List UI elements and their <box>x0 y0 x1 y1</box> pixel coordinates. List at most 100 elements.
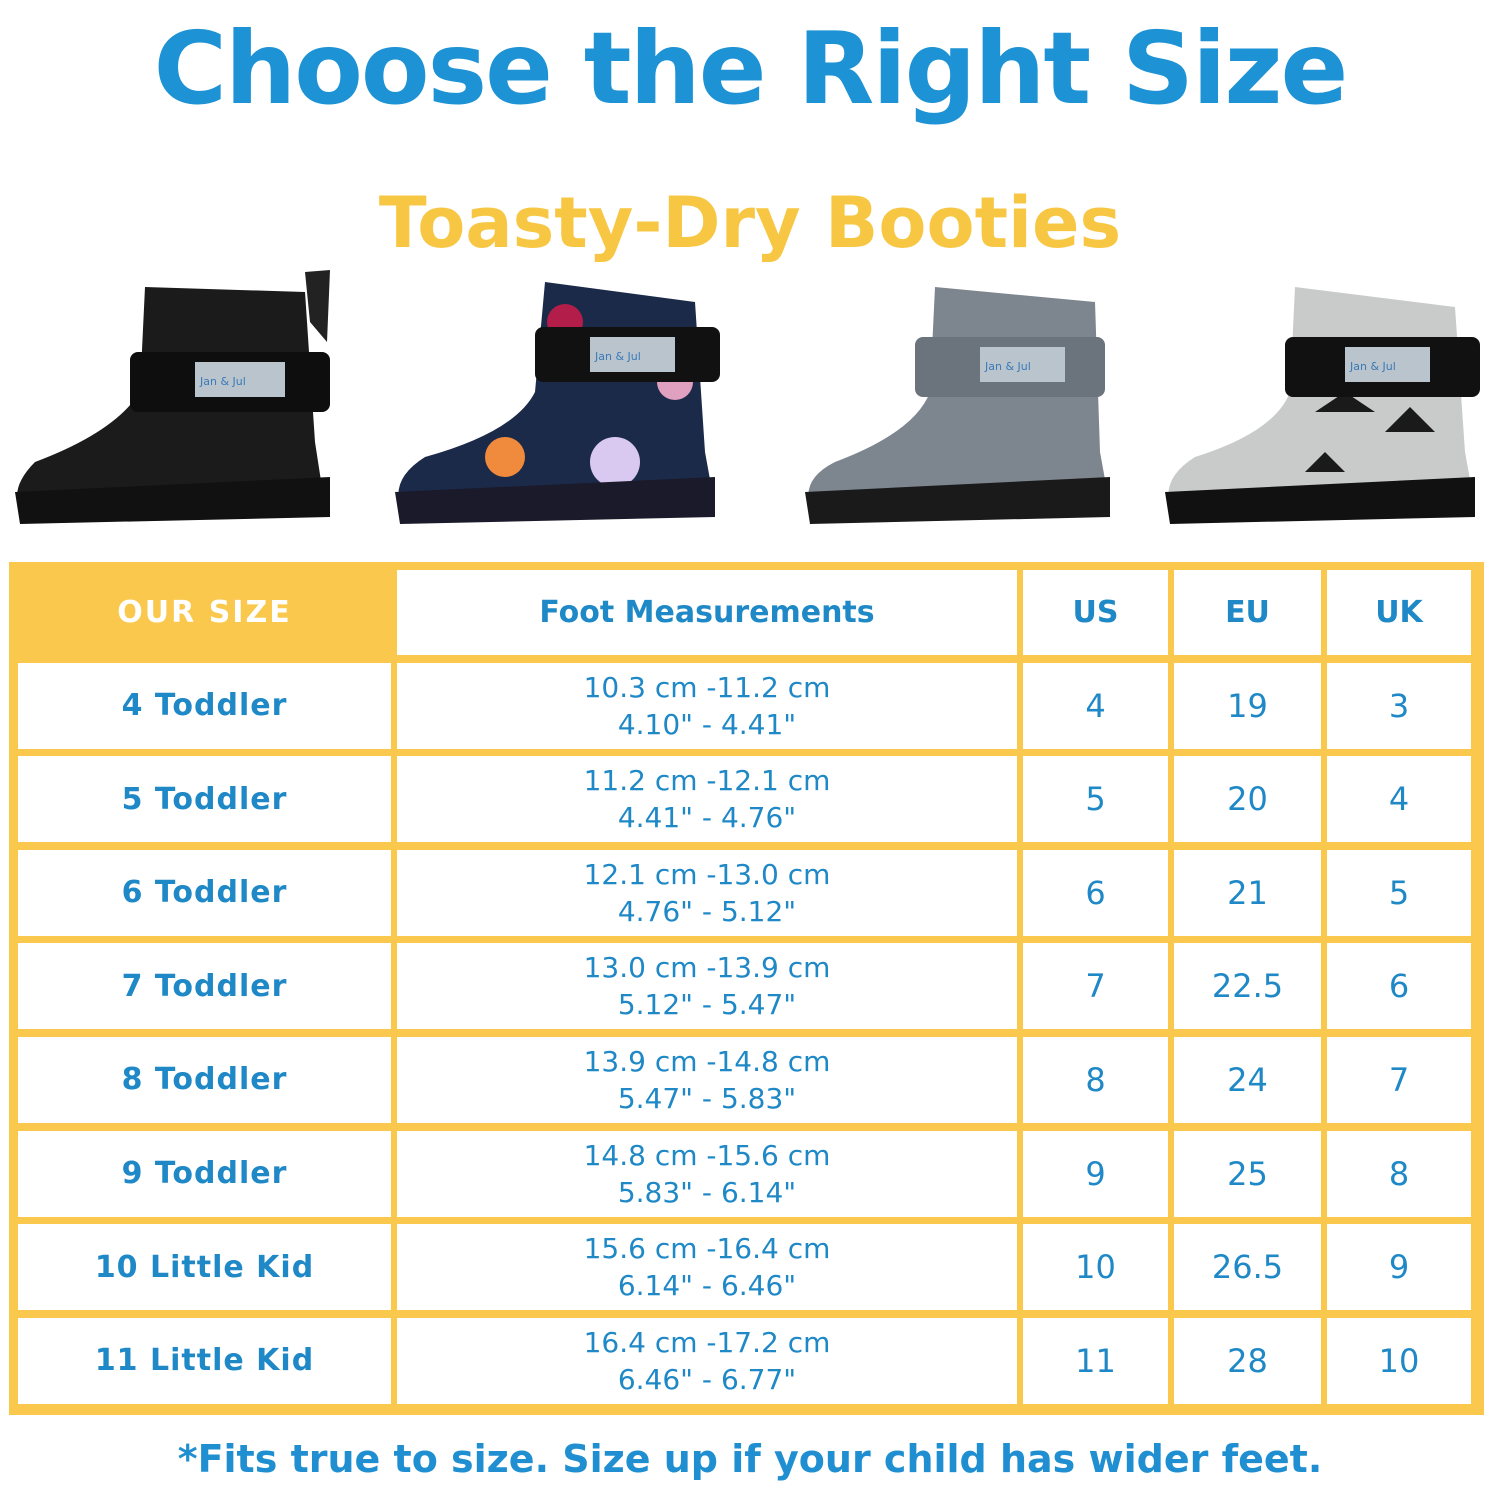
cell-uk: 5 <box>1327 849 1471 936</box>
uk-size: 6 <box>1388 967 1410 1006</box>
measurement-inches: 5.83" - 6.14" <box>617 1175 797 1209</box>
cell-us: 7 <box>1023 943 1168 1030</box>
size-chart-table: OUR SIZE Foot Measurements US EU UK 4 To… <box>9 562 1484 1415</box>
cell-eu: 26.5 <box>1174 1224 1321 1311</box>
measurement-cm: 16.4 cm -17.2 cm <box>583 1325 831 1359</box>
cell-foot-measurement: 13.9 cm -14.8 cm 5.47" - 5.83" <box>397 1036 1017 1123</box>
eu-size: 21 <box>1227 873 1268 912</box>
measurement-cm: 10.3 cm -11.2 cm <box>583 670 831 704</box>
boot-image-bear-print: Jan & Jul <box>1165 287 1480 524</box>
cell-us: 10 <box>1023 1224 1168 1311</box>
measurement-cm: 13.9 cm -14.8 cm <box>583 1044 831 1078</box>
cell-uk: 8 <box>1327 1130 1471 1217</box>
uk-size: 5 <box>1388 873 1410 912</box>
cell-our-size: 6 Toddler <box>18 849 391 936</box>
cell-our-size: 4 Toddler <box>18 662 391 749</box>
cell-us: 9 <box>1023 1130 1168 1217</box>
cell-our-size: 9 Toddler <box>18 1130 391 1217</box>
eu-size: 19 <box>1227 686 1268 725</box>
header-foot-measurements: Foot Measurements <box>397 570 1017 655</box>
cell-us: 6 <box>1023 849 1168 936</box>
cell-us: 8 <box>1023 1036 1168 1123</box>
cell-uk: 9 <box>1327 1224 1471 1311</box>
cell-us: 5 <box>1023 756 1168 843</box>
uk-size: 7 <box>1388 1060 1410 1099</box>
cell-our-size: 5 Toddler <box>18 756 391 843</box>
header-our-size: OUR SIZE <box>18 570 391 655</box>
us-size: 10 <box>1075 1248 1116 1287</box>
cell-us: 11 <box>1023 1317 1168 1404</box>
us-size: 7 <box>1085 967 1106 1006</box>
cell-foot-measurement: 13.0 cm -13.9 cm 5.12" - 5.47" <box>397 943 1017 1030</box>
cell-eu: 24 <box>1174 1036 1321 1123</box>
header-uk: UK <box>1327 570 1471 655</box>
cell-our-size: 11 Little Kid <box>18 1317 391 1404</box>
cell-uk: 6 <box>1327 943 1471 1030</box>
size-label: 9 Toddler <box>121 1156 288 1192</box>
measurement-inches: 4.41" - 4.76" <box>617 801 797 835</box>
us-size: 9 <box>1085 1154 1106 1193</box>
size-label: 6 Toddler <box>121 875 288 911</box>
size-label: 5 Toddler <box>121 781 288 817</box>
cell-us: 4 <box>1023 662 1168 749</box>
us-size: 11 <box>1075 1341 1116 1380</box>
boot-image-black: Jan & Jul <box>15 270 330 524</box>
cell-our-size: 10 Little Kid <box>18 1224 391 1311</box>
measurement-inches: 4.10" - 4.41" <box>617 707 797 741</box>
measurement-cm: 11.2 cm -12.1 cm <box>583 764 831 798</box>
cell-our-size: 7 Toddler <box>18 943 391 1030</box>
boot-image-floral: Jan & Jul <box>395 282 720 524</box>
cell-foot-measurement: 10.3 cm -11.2 cm 4.10" - 4.41" <box>397 662 1017 749</box>
cell-foot-measurement: 12.1 cm -13.0 cm 4.76" - 5.12" <box>397 849 1017 936</box>
cell-eu: 20 <box>1174 756 1321 843</box>
boot-brand-label: Jan & Jul <box>594 350 641 363</box>
cell-eu: 21 <box>1174 849 1321 936</box>
uk-size: 8 <box>1388 1154 1410 1193</box>
page-title: Choose the Right Size <box>153 10 1349 127</box>
size-label: 11 Little Kid <box>94 1343 315 1379</box>
measurement-cm: 14.8 cm -15.6 cm <box>583 1138 831 1172</box>
eu-size: 25 <box>1227 1154 1268 1193</box>
us-size: 4 <box>1085 686 1106 725</box>
boot-brand-label: Jan & Jul <box>199 375 246 388</box>
uk-size: 10 <box>1378 1341 1420 1380</box>
measurement-cm: 12.1 cm -13.0 cm <box>583 857 831 891</box>
boot-image-grey: Jan & Jul <box>805 287 1110 524</box>
cell-foot-measurement: 11.2 cm -12.1 cm 4.41" - 4.76" <box>397 756 1017 843</box>
eu-size: 24 <box>1227 1060 1268 1099</box>
cell-foot-measurement: 16.4 cm -17.2 cm 6.46" - 6.77" <box>397 1317 1017 1404</box>
measurement-inches: 6.46" - 6.77" <box>617 1362 797 1396</box>
size-label: 4 Toddler <box>121 688 288 724</box>
eu-size: 28 <box>1227 1341 1268 1380</box>
us-size: 6 <box>1085 873 1106 912</box>
measurement-inches: 6.14" - 6.46" <box>617 1269 797 1303</box>
cell-eu: 25 <box>1174 1130 1321 1217</box>
eu-size: 22.5 <box>1211 967 1284 1006</box>
uk-size: 9 <box>1388 1248 1410 1287</box>
boot-brand-label: Jan & Jul <box>1349 360 1396 373</box>
measurement-inches: 5.47" - 5.83" <box>617 1081 797 1115</box>
header-eu: EU <box>1174 570 1321 655</box>
uk-size: 4 <box>1388 780 1410 819</box>
cell-foot-measurement: 14.8 cm -15.6 cm 5.83" - 6.14" <box>397 1130 1017 1217</box>
size-label: 8 Toddler <box>121 1062 288 1098</box>
us-size: 8 <box>1085 1060 1106 1099</box>
cell-uk: 3 <box>1327 662 1471 749</box>
cell-uk: 10 <box>1327 1317 1471 1404</box>
measurement-cm: 13.0 cm -13.9 cm <box>583 951 831 985</box>
measurement-inches: 4.76" - 5.12" <box>617 894 797 928</box>
size-label: 7 Toddler <box>121 968 288 1004</box>
eu-size: 26.5 <box>1211 1248 1284 1287</box>
cell-eu: 28 <box>1174 1317 1321 1404</box>
cell-eu: 22.5 <box>1174 943 1321 1030</box>
eu-size: 20 <box>1227 780 1268 819</box>
cell-uk: 4 <box>1327 756 1471 843</box>
cell-foot-measurement: 15.6 cm -16.4 cm 6.14" - 6.46" <box>397 1224 1017 1311</box>
measurement-inches: 5.12" - 5.47" <box>617 988 797 1022</box>
size-label: 10 Little Kid <box>94 1249 315 1285</box>
boot-brand-label: Jan & Jul <box>984 360 1031 373</box>
uk-size: 3 <box>1388 686 1410 725</box>
header-us: US <box>1023 570 1168 655</box>
cell-uk: 7 <box>1327 1036 1471 1123</box>
cell-our-size: 8 Toddler <box>18 1036 391 1123</box>
